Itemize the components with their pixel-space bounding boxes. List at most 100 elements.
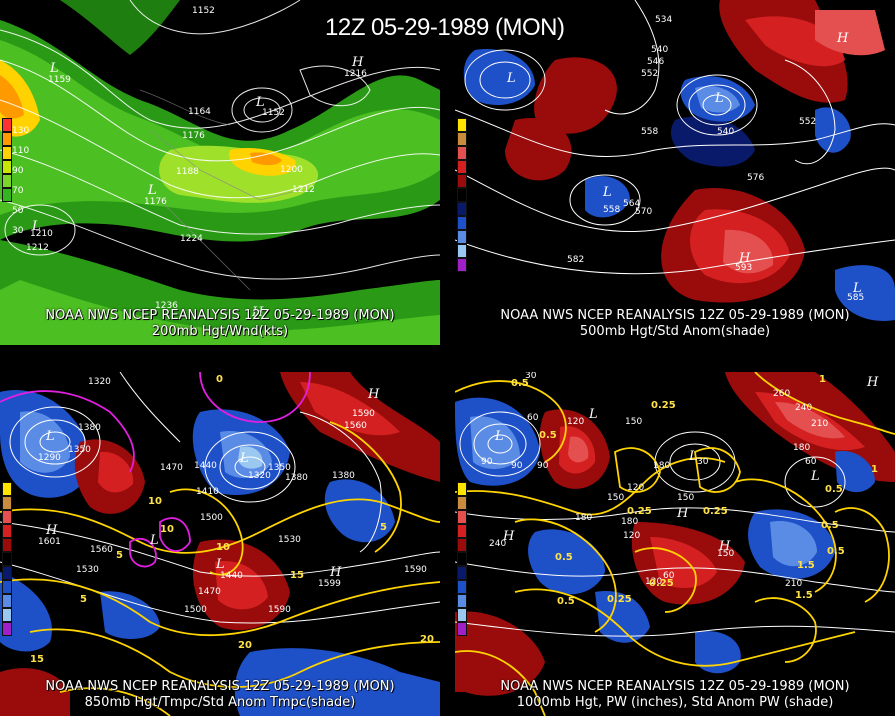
legend-swatch [457, 118, 467, 132]
legend-swatch [457, 552, 467, 566]
legend-swatch [457, 496, 467, 510]
low-center: L [31, 219, 41, 234]
pw-label: 0.25 [649, 578, 674, 589]
legend-swatch [457, 594, 467, 608]
low-center: L [506, 71, 516, 86]
legend-swatch [457, 566, 467, 580]
contour-label: 1236 [155, 301, 178, 311]
contour-label: 1590 [268, 605, 291, 615]
map-850mb: 1320 1380 1290 1350 1470 1440 1410 1350 … [0, 372, 440, 716]
legend-swatch [2, 132, 12, 146]
contour-label: 150 [607, 493, 624, 503]
low-center: L [147, 183, 157, 198]
contour-label: 120 [567, 417, 584, 427]
legend-swatch [457, 580, 467, 594]
contour-label: 585 [847, 293, 864, 303]
low-center: L [688, 449, 698, 464]
legend-swatch [457, 258, 467, 272]
contour-label: 1350 [68, 445, 91, 455]
contour-label: 120 [623, 531, 640, 541]
high-center: H [836, 31, 849, 46]
panel-caption-field: 850mb Hgt/Tmpc/Std Anom Tmpc(shade) [84, 695, 356, 710]
contour-label: 1440 [220, 571, 243, 581]
contour-label: 150 [625, 417, 642, 427]
panel-500mb-anomaly: 534 540 546 552 540 552 558 576 582 564 … [455, 0, 895, 345]
contour-label: 60 [663, 571, 675, 581]
color-legend [457, 482, 467, 636]
legend-label: 130 [12, 126, 30, 136]
legend-swatch [2, 552, 12, 566]
pw-label: 0.5 [555, 552, 573, 563]
legend-swatch [2, 160, 12, 174]
legend-swatch [457, 216, 467, 230]
contour-label: 260 [773, 389, 790, 399]
temperature-label: 10 [216, 542, 230, 553]
low-center: L [49, 61, 59, 76]
contour-label: 150 [717, 549, 734, 559]
legend-swatch [2, 118, 12, 132]
legend-swatch [457, 160, 467, 174]
contour-label: 576 [747, 173, 764, 183]
legend-swatch [457, 608, 467, 622]
legend-swatch [2, 608, 12, 622]
contour-label: 1176 [144, 197, 167, 207]
legend-swatch [2, 524, 12, 538]
contour-label: 1212 [26, 243, 49, 253]
contour-label: 210 [785, 579, 802, 589]
legend-swatch [2, 510, 12, 524]
contour-label: 1380 [78, 423, 101, 433]
legend-swatch [457, 482, 467, 496]
map-200mb: 1152 1164 1176 1188 1200 1212 1224 1236 … [0, 0, 440, 345]
legend-label: 90 [12, 166, 24, 176]
contour-label: 1590 [352, 409, 375, 419]
legend-swatch [2, 538, 12, 552]
legend-swatch [2, 580, 12, 594]
pw-label: 0.25 [651, 400, 676, 411]
panel-caption-field: 500mb Hgt/Std Anom(shade) [579, 324, 771, 339]
legend-swatch [457, 174, 467, 188]
contour-label: 1152 [262, 108, 285, 118]
low-center: L [588, 407, 598, 422]
contour-label: 1470 [160, 463, 183, 473]
pw-label: 0.5 [821, 520, 839, 531]
contour-label: 1350 [268, 463, 291, 473]
contour-label: 540 [717, 127, 734, 137]
high-center: H [251, 305, 264, 320]
legend-swatch [457, 524, 467, 538]
contour-label: 1152 [192, 6, 215, 16]
contour-label: 1216 [344, 69, 367, 79]
contour-label: 150 [677, 493, 694, 503]
legend-swatch [457, 146, 467, 160]
contour-label: 210 [811, 419, 828, 429]
legend-swatch [457, 230, 467, 244]
contour-label: 90 [481, 457, 493, 467]
contour-label: 1159 [48, 75, 71, 85]
high-center: H [718, 539, 731, 554]
contour-label: 90 [537, 461, 549, 471]
high-center: H [45, 523, 58, 538]
pw-label: 0.5 [557, 596, 575, 607]
contour-label: 1290 [38, 453, 61, 463]
contour-label: 558 [641, 127, 658, 137]
map-500mb: 534 540 546 552 540 552 558 576 582 564 … [455, 0, 895, 321]
low-center: L [494, 429, 504, 444]
panel-caption-source: NOAA NWS NCEP REANALYSIS 12Z 05-29-1989 … [500, 679, 850, 694]
temperature-label: 5 [116, 550, 123, 561]
contour-label: 1530 [76, 565, 99, 575]
contour-label: 1590 [404, 565, 427, 575]
contour-label: 180 [653, 461, 670, 471]
panel-caption-source: NOAA NWS NCEP REANALYSIS 12Z 05-29-1989 … [500, 308, 850, 323]
temperature-label: 10 [148, 496, 162, 507]
legend-label: 50 [12, 206, 24, 216]
contour-label: 1601 [38, 537, 61, 547]
contour-label: 552 [641, 69, 658, 79]
contour-label: 90 [511, 461, 523, 471]
high-center: H [738, 251, 751, 266]
contour-label: 1320 [248, 471, 271, 481]
temperature-label: 0 [216, 374, 223, 385]
legend-swatch [457, 538, 467, 552]
contour-label: 120 [627, 483, 644, 493]
pw-label: 0.5 [827, 546, 845, 557]
pw-label: 0.25 [703, 506, 728, 517]
pw-label: 0.5 [539, 430, 557, 441]
